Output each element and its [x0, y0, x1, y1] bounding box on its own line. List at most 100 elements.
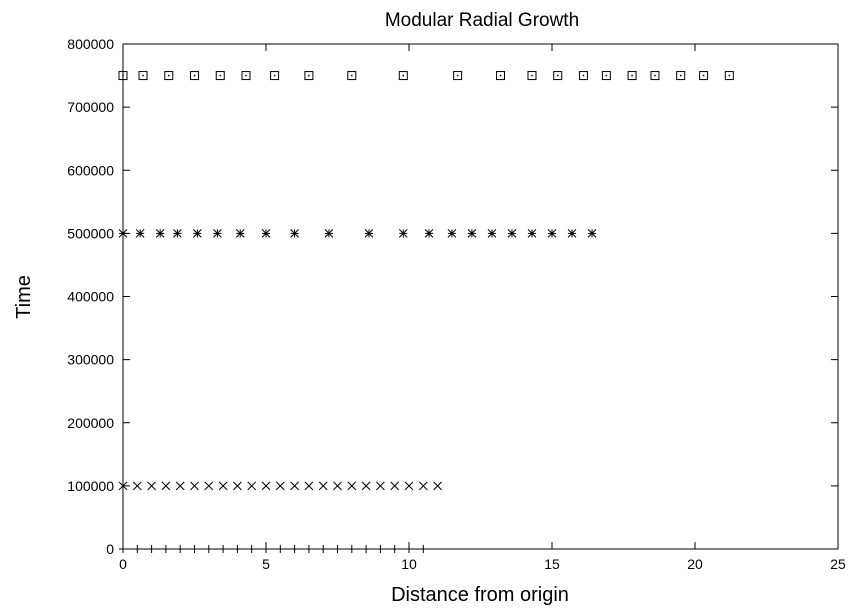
data-point: [424, 229, 434, 238]
data-point: [161, 545, 170, 553]
data-point: [304, 71, 314, 81]
data-point: [376, 481, 385, 491]
data-point: [319, 545, 328, 553]
y-tick-label: 300000: [67, 352, 114, 368]
data-point: [398, 71, 408, 81]
data-point: [213, 229, 222, 238]
data-point: [324, 229, 334, 238]
data-point: [118, 71, 128, 81]
data-point: [404, 481, 414, 491]
data-point: [164, 71, 174, 81]
series-star: [118, 229, 597, 238]
data-point: [247, 545, 256, 553]
data-point: [215, 71, 225, 81]
data-point: [699, 71, 709, 81]
y-axis-label: Time: [13, 275, 35, 319]
data-point: [262, 545, 270, 553]
data-point: [190, 545, 199, 553]
data-point: [147, 545, 156, 553]
data-point: [587, 229, 597, 238]
data-point: [176, 545, 185, 553]
data-point: [398, 229, 408, 238]
data-point: [418, 481, 428, 491]
data-point: [433, 481, 442, 491]
data-point: [578, 71, 588, 81]
data-point: [364, 229, 374, 238]
y-tick-label: 800000: [67, 36, 114, 52]
y-tick-label: 600000: [67, 162, 114, 178]
data-point: [233, 545, 242, 553]
data-point: [547, 229, 557, 238]
y-tick-label: 400000: [67, 289, 114, 305]
data-point: [241, 71, 251, 81]
data-point: [155, 229, 165, 238]
data-point: [676, 71, 686, 81]
axis-tick-labels: 0 5 10 15 20 25 0 100000 200000 300000 400000 50000…: [67, 36, 846, 572]
data-point: [507, 229, 517, 238]
data-point: [376, 545, 385, 553]
data-point: [333, 481, 342, 491]
data-point: [527, 71, 537, 81]
series-square: [118, 71, 734, 81]
data-point: [290, 481, 299, 491]
data-point: [190, 481, 199, 491]
data-point: [304, 545, 313, 553]
data-point: [270, 71, 280, 81]
data-point: [567, 229, 577, 238]
data-point: [347, 71, 357, 81]
x-tick-label: 20: [687, 556, 703, 572]
data-point: [361, 481, 371, 491]
series-plus: [119, 545, 428, 553]
data-point: [275, 481, 285, 491]
data-point: [290, 229, 299, 238]
data-point: [218, 481, 228, 491]
data-point: [318, 481, 328, 491]
data-point: [147, 481, 156, 491]
data-point: [175, 481, 185, 491]
x-tick-label: 0: [119, 556, 127, 572]
data-point: [347, 481, 357, 491]
data-point: [193, 229, 202, 238]
data-point: [724, 71, 734, 81]
data-point: [276, 545, 285, 553]
data-point: [219, 545, 228, 553]
data-point: [447, 229, 457, 238]
data-point: [390, 481, 400, 491]
data-point: [419, 545, 428, 553]
data-point: [496, 71, 506, 81]
series-cross: [118, 481, 442, 491]
plot-frame: [122, 43, 839, 550]
data-point: [261, 229, 271, 238]
y-tick-label: 500000: [67, 225, 114, 241]
data-point: [233, 481, 242, 491]
data-point: [135, 229, 145, 238]
y-tick-label: 200000: [67, 415, 114, 431]
data-point: [333, 545, 342, 553]
data-point: [487, 229, 497, 238]
data-point: [650, 71, 660, 81]
data-point: [290, 545, 299, 553]
y-tick-label: 100000: [67, 478, 114, 494]
data-point: [138, 71, 148, 81]
chart-title: Modular Radial Growth: [385, 10, 579, 31]
data-point: [362, 545, 371, 553]
data-point: [405, 545, 413, 553]
data-point: [304, 481, 314, 491]
data-point: [119, 545, 127, 553]
data-point: [453, 71, 463, 81]
data-point: [247, 481, 257, 491]
data-point: [467, 229, 477, 238]
data-point: [527, 229, 537, 238]
data-point: [261, 481, 271, 491]
data-point: [132, 481, 142, 491]
data-point: [347, 545, 356, 553]
data-point: [390, 545, 399, 553]
data-point: [235, 229, 245, 238]
data-point: [118, 229, 128, 238]
data-point: [118, 481, 128, 491]
data-point: [172, 229, 182, 238]
y-tick-label: 700000: [67, 99, 114, 115]
data-points: [118, 71, 734, 553]
data-point: [204, 545, 213, 553]
